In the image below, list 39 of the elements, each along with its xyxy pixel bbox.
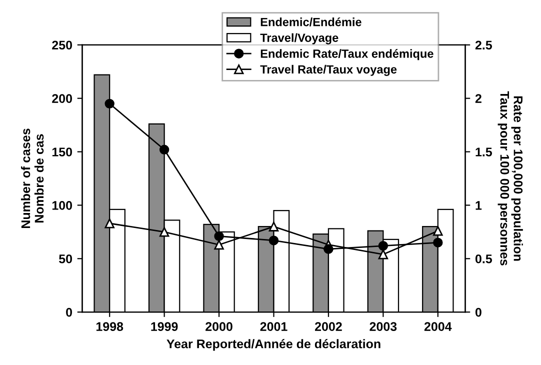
y2-axis-title: Rate per 100,000 population Taux pour 100 000 personnes xyxy=(498,91,523,266)
point xyxy=(104,98,114,109)
y2-tick-label: 1 xyxy=(476,201,482,210)
y-tick-label: 0 xyxy=(66,308,72,317)
y-tick-label: 250 xyxy=(52,40,72,50)
legend-label: Travel Rate/Taux voyage xyxy=(260,64,397,76)
point xyxy=(324,244,334,254)
legend-label: Endemic Rate/Taux endémique xyxy=(260,49,434,60)
legend-label: Travel/Voyage xyxy=(260,33,338,44)
point xyxy=(104,218,114,228)
point xyxy=(214,231,224,242)
point xyxy=(433,238,443,248)
x-tick-label: 2004 xyxy=(424,322,452,331)
point xyxy=(159,227,170,237)
point xyxy=(268,222,279,232)
point xyxy=(159,144,170,154)
x-tick-label: 1999 xyxy=(151,322,178,331)
point xyxy=(214,240,224,250)
x-tick-label: 2000 xyxy=(206,322,232,331)
y-tick-label: 150 xyxy=(52,148,72,156)
y2-tick-label: 2 xyxy=(475,94,482,103)
point xyxy=(378,240,388,251)
y2-tick-label: 0.5 xyxy=(475,254,492,264)
point xyxy=(268,236,279,246)
point xyxy=(378,250,388,260)
legend-label: Endemic/Endémie xyxy=(260,17,362,26)
y-axis-title: Number of cases Nombre de cas xyxy=(20,128,44,228)
x-tick-label: 2001 xyxy=(260,322,288,331)
x-tick-label: 2003 xyxy=(370,322,397,331)
y-tick-label: 100 xyxy=(52,201,72,210)
y-tick-label: 50 xyxy=(58,254,72,264)
y2-tick-label: 2.5 xyxy=(475,40,492,50)
y-tick-label: 200 xyxy=(52,94,72,103)
x-tick-label: 2002 xyxy=(314,322,342,331)
x-tick-label: 1998 xyxy=(96,322,124,331)
point xyxy=(433,226,443,236)
x-axis-title: Year Reported/Année de déclaration xyxy=(166,339,380,351)
y2-tick-label: 0 xyxy=(475,308,482,317)
y2-tick-label: 1.5 xyxy=(476,148,492,156)
